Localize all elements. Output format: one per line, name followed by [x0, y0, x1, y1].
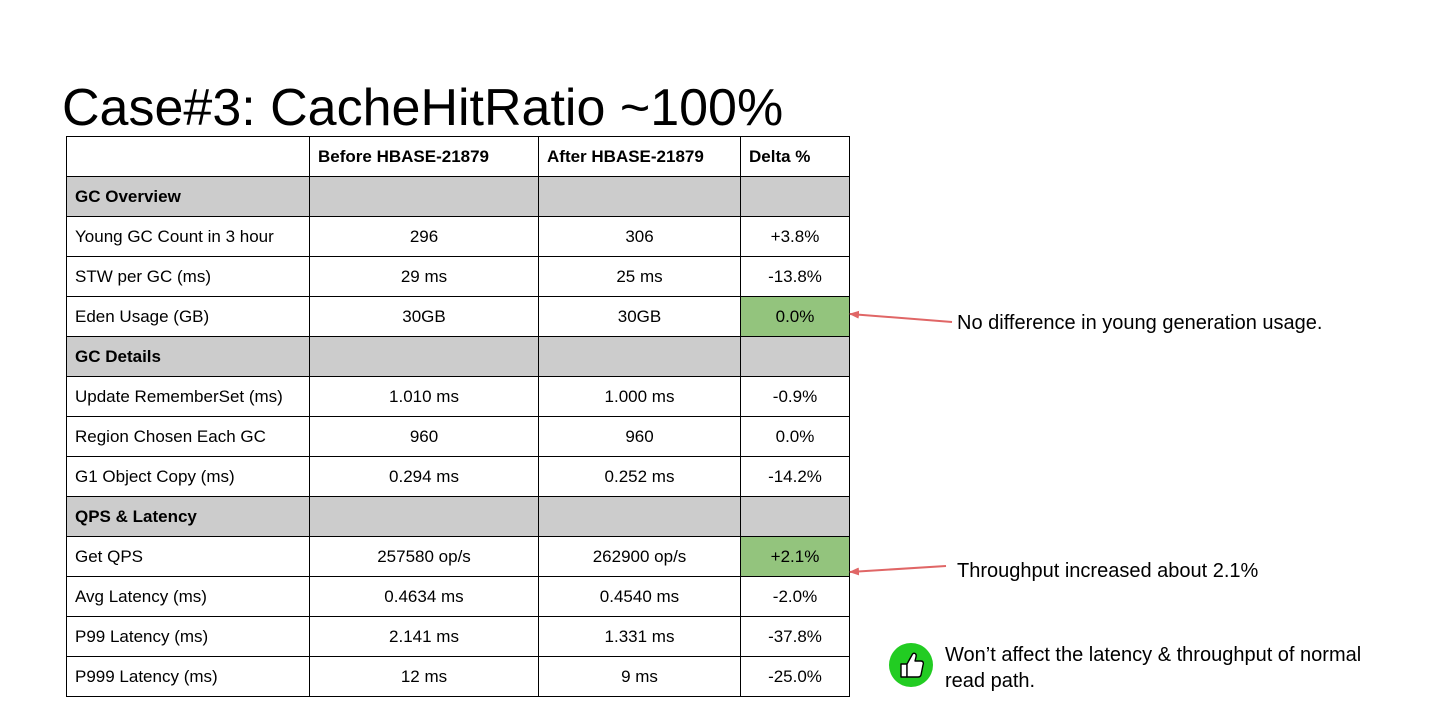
delta-value: -13.8%: [740, 256, 850, 297]
section-empty-cell: [740, 176, 850, 217]
row-label: P99 Latency (ms): [66, 616, 310, 657]
before-value: 0.4634 ms: [309, 576, 539, 617]
before-value: 960: [309, 416, 539, 457]
section-empty-cell: [309, 496, 539, 537]
row-label: G1 Object Copy (ms): [66, 456, 310, 497]
table-row: Get QPS 257580 op/s 262900 op/s +2.1%: [66, 536, 850, 577]
delta-value: -37.8%: [740, 616, 850, 657]
slide-title: Case#3: CacheHitRatio ~100%: [62, 79, 784, 137]
delta-value: -14.2%: [740, 456, 850, 497]
thumbs-up-icon: [889, 643, 933, 687]
section-row: GC Overview: [66, 176, 850, 217]
section-label: GC Overview: [66, 176, 310, 217]
section-row: GC Details: [66, 336, 850, 377]
delta-value: -25.0%: [740, 656, 850, 697]
delta-value: +2.1%: [740, 536, 850, 577]
table-row: P999 Latency (ms) 12 ms 9 ms -25.0%: [66, 656, 850, 697]
section-empty-cell: [538, 176, 741, 217]
section-label: GC Details: [66, 336, 310, 377]
section-label: QPS & Latency: [66, 496, 310, 537]
row-label: Eden Usage (GB): [66, 296, 310, 337]
delta-value: -0.9%: [740, 376, 850, 417]
after-value: 1.331 ms: [538, 616, 741, 657]
before-value: 30GB: [309, 296, 539, 337]
after-value: 960: [538, 416, 741, 457]
delta-value: -2.0%: [740, 576, 850, 617]
section-empty-cell: [309, 336, 539, 377]
row-label: Get QPS: [66, 536, 310, 577]
table-header-cell: Delta %: [740, 136, 850, 177]
table-header-cell: [66, 136, 310, 177]
delta-value: +3.8%: [740, 216, 850, 257]
qps-arrow-icon: [849, 565, 947, 576]
row-label: Young GC Count in 3 hour: [66, 216, 310, 257]
after-value: 25 ms: [538, 256, 741, 297]
table-row: G1 Object Copy (ms) 0.294 ms 0.252 ms -14.2…: [66, 456, 850, 497]
table-row: Avg Latency (ms) 0.4634 ms 0.4540 ms -2.0%: [66, 576, 850, 617]
comparison-table: Before HBASE-21879 After HBASE-21879 Delta…: [66, 136, 850, 697]
after-value: 306: [538, 216, 741, 257]
eden-arrow-icon: [849, 310, 953, 323]
section-empty-cell: [538, 336, 741, 377]
row-label: STW per GC (ms): [66, 256, 310, 297]
eden-annotation: No difference in young generation usage.: [957, 312, 1323, 334]
table-header-cell: Before HBASE-21879: [309, 136, 539, 177]
before-value: 2.141 ms: [309, 616, 539, 657]
row-label: Region Chosen Each GC: [66, 416, 310, 457]
qps-annotation: Throughput increased about 2.1%: [957, 560, 1259, 582]
section-empty-cell: [740, 496, 850, 537]
before-value: 296: [309, 216, 539, 257]
section-empty-cell: [538, 496, 741, 537]
table-row: Young GC Count in 3 hour 296 306 +3.8%: [66, 216, 850, 257]
table-row: P99 Latency (ms) 2.141 ms 1.331 ms -37.8%: [66, 616, 850, 657]
delta-value: 0.0%: [740, 296, 850, 337]
section-empty-cell: [740, 336, 850, 377]
table-row: STW per GC (ms) 29 ms 25 ms -13.8%: [66, 256, 850, 297]
table-row: Eden Usage (GB) 30GB 30GB 0.0%: [66, 296, 850, 337]
table-row: Region Chosen Each GC 960 960 0.0%: [66, 416, 850, 457]
before-value: 12 ms: [309, 656, 539, 697]
section-row: QPS & Latency: [66, 496, 850, 537]
before-value: 29 ms: [309, 256, 539, 297]
table-header-row: Before HBASE-21879 After HBASE-21879 Delta…: [66, 136, 850, 177]
after-value: 262900 op/s: [538, 536, 741, 577]
conclusion-text: Won’t affect the latency & throughput of…: [945, 644, 1362, 692]
row-label: P999 Latency (ms): [66, 656, 310, 697]
